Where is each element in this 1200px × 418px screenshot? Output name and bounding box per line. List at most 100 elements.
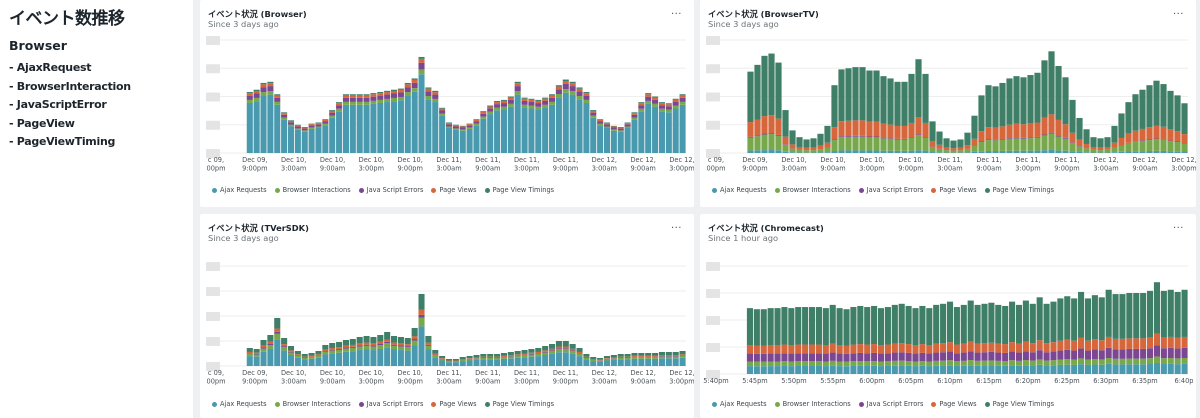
bar-segment-timing[interactable] [597, 358, 604, 360]
bar-segment-js-error[interactable] [260, 87, 267, 93]
bar-segment-ajax[interactable] [356, 104, 363, 153]
bar-segment-interaction[interactable] [555, 94, 562, 98]
bar-segment-interaction[interactable] [569, 351, 576, 354]
bar-segment-interaction[interactable] [915, 135, 922, 151]
bar-segment-interaction[interactable] [866, 137, 873, 151]
bar-segment-timing[interactable] [535, 348, 542, 352]
bar-segment-js-error[interactable] [1084, 350, 1092, 360]
bar-segment-page-view[interactable] [377, 93, 384, 96]
bar-segment-page-view[interactable] [301, 127, 308, 129]
bar-segment-timing[interactable] [576, 348, 583, 352]
bar-segment-page-view[interactable] [753, 345, 760, 354]
bar-segment-interaction[interactable] [796, 149, 803, 153]
bar-segment-ajax[interactable] [617, 131, 624, 153]
bar-segment-js-error[interactable] [802, 353, 809, 362]
bar-segment-ajax[interactable] [329, 117, 336, 153]
bar-segment-ajax[interactable] [1048, 149, 1055, 153]
bar-segment-js-error[interactable] [988, 351, 995, 361]
bar-segment-js-error[interactable] [480, 113, 487, 117]
bar-segment-js-error[interactable] [1062, 137, 1069, 139]
bar-segment-page-view[interactable] [808, 344, 816, 354]
bar-segment-js-error[interactable] [322, 351, 329, 352]
bar-segment-js-error[interactable] [363, 97, 370, 102]
bar-segment-ajax[interactable] [1126, 364, 1133, 374]
bar-segment-interaction[interactable] [953, 361, 960, 366]
bar-segment-interaction[interactable] [658, 108, 665, 112]
bar-segment-timing[interactable] [432, 350, 439, 354]
bar-segment-interaction[interactable] [418, 69, 425, 75]
bar-segment-interaction[interactable] [884, 361, 891, 366]
bar-segment-ajax[interactable] [1112, 364, 1119, 374]
bar-segment-ajax[interactable] [308, 128, 315, 153]
bar-segment-ajax[interactable] [1098, 364, 1105, 374]
bar-segment-page-view[interactable] [617, 356, 624, 358]
bar-segment-interaction[interactable] [871, 361, 878, 366]
bar-segment-timing[interactable] [1181, 289, 1188, 337]
bar-segment-page-view[interactable] [569, 348, 576, 351]
bar-segment-ajax[interactable] [322, 125, 329, 153]
bar-segment-interaction[interactable] [658, 356, 665, 359]
bar-segment-page-view[interactable] [528, 99, 535, 103]
bar-segment-timing[interactable] [336, 342, 343, 348]
bar-segment-js-error[interactable] [1027, 137, 1034, 139]
bar-segment-interaction[interactable] [898, 360, 905, 366]
bar-segment-page-view[interactable] [610, 126, 617, 128]
bar-segment-page-view[interactable] [555, 86, 562, 90]
bar-segment-interaction[interactable] [610, 358, 617, 360]
bar-segment-js-error[interactable] [1119, 349, 1126, 359]
bar-segment-timing[interactable] [936, 131, 943, 145]
bar-segment-ajax[interactable] [342, 104, 349, 153]
bar-segment-interaction[interactable] [356, 346, 363, 351]
bar-segment-page-view[interactable] [500, 355, 507, 357]
bar-segment-timing[interactable] [617, 354, 624, 357]
bar-segment-page-view[interactable] [831, 127, 838, 140]
bar-segment-interaction[interactable] [459, 359, 466, 362]
bar-segment-page-view[interactable] [617, 127, 624, 129]
bar-segment-timing[interactable] [253, 89, 260, 91]
bar-segment-page-view[interactable] [796, 146, 803, 150]
more-options-icon[interactable]: ... [1172, 220, 1184, 231]
bar-segment-page-view[interactable] [308, 124, 315, 126]
bar-segment-ajax[interactable] [610, 130, 617, 153]
bar-segment-timing[interactable] [452, 124, 459, 126]
bar-segment-page-view[interactable] [988, 342, 995, 352]
bar-segment-js-error[interactable] [788, 353, 795, 362]
bar-segment-timing[interactable] [645, 93, 652, 95]
bar-segment-interaction[interactable] [1041, 135, 1048, 151]
bar-segment-ajax[interactable] [315, 357, 322, 366]
bar-segment-interaction[interactable] [521, 355, 528, 358]
bar-segment-timing[interactable] [1091, 295, 1098, 340]
bar-segment-interaction[interactable] [781, 361, 788, 366]
bar-segment-timing[interactable] [597, 119, 604, 120]
bar-segment-js-error[interactable] [521, 354, 528, 356]
bar-segment-timing[interactable] [774, 308, 781, 346]
bar-segment-ajax[interactable] [1147, 364, 1154, 374]
bar-segment-js-error[interactable] [866, 136, 873, 138]
bar-segment-page-view[interactable] [246, 351, 253, 354]
bar-segment-timing[interactable] [1027, 75, 1034, 124]
bar-segment-ajax[interactable] [929, 152, 936, 153]
bar-segment-page-view[interactable] [658, 355, 665, 357]
bar-segment-page-view[interactable] [898, 343, 905, 353]
bar-segment-interaction[interactable] [940, 360, 947, 366]
bar-segment-page-view[interactable] [1125, 133, 1132, 143]
bar-segment-interaction[interactable] [877, 361, 885, 367]
bar-segment-timing[interactable] [267, 335, 274, 342]
bar-segment-page-view[interactable] [901, 125, 908, 139]
bar-segment-timing[interactable] [329, 110, 336, 111]
bar-segment-ajax[interactable] [404, 95, 411, 153]
bar-segment-js-error[interactable] [864, 353, 871, 362]
bar-segment-ajax[interactable] [514, 94, 521, 153]
bar-segment-interaction[interactable] [919, 361, 926, 366]
bar-segment-interaction[interactable] [569, 91, 576, 95]
bar-segment-timing[interactable] [466, 123, 473, 125]
bar-segment-timing[interactable] [562, 341, 569, 347]
bar-segment-page-view[interactable] [1133, 338, 1140, 349]
bar-segment-ajax[interactable] [915, 150, 922, 153]
bar-segment-ajax[interactable] [260, 95, 267, 153]
bar-segment-interaction[interactable] [452, 361, 459, 363]
bar-segment-interaction[interactable] [645, 357, 652, 359]
bar-segment-interaction[interactable] [1027, 138, 1034, 151]
bar-segment-js-error[interactable] [610, 127, 617, 130]
bar-segment-js-error[interactable] [253, 353, 260, 355]
